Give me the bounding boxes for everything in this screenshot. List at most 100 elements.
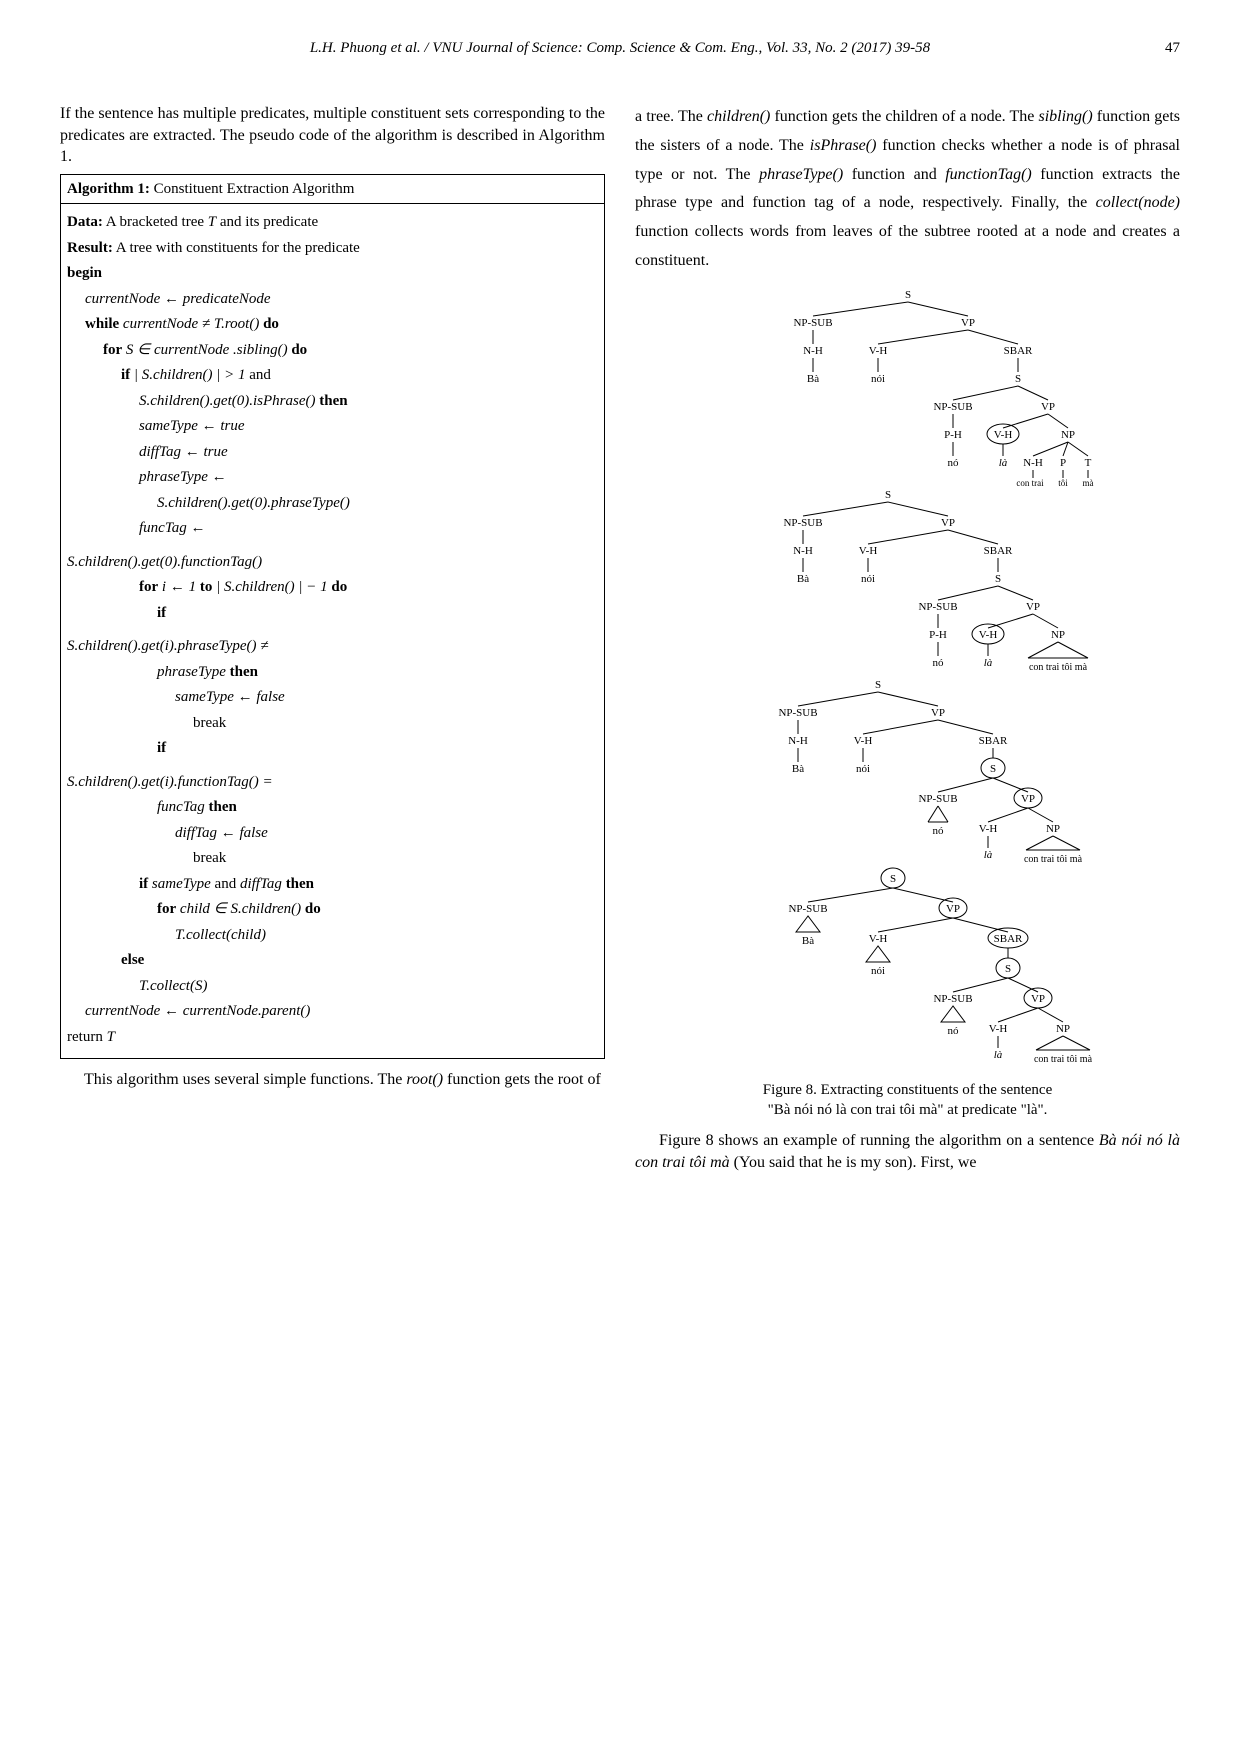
t4-sbar: SBAR [993, 933, 1022, 945]
header-citation: L.H. Phuong et al. / VNU Journal of Scie… [310, 40, 930, 56]
t4-s2: S [1004, 963, 1010, 975]
figcap-line2: "Bà nói nó là con trai tôi mà" at predic… [768, 1102, 1048, 1118]
t3-la: là [983, 849, 992, 861]
t1-p: P [1059, 457, 1065, 469]
algo-l12-for: for [139, 579, 158, 595]
t1-no: nó [947, 457, 959, 469]
collect-fn: collect(node) [1096, 194, 1180, 211]
t3-npsub2: NP-SUB [918, 793, 957, 805]
algo-l3-cond: S ∈ currentNode .sibling() [122, 342, 291, 358]
p2b: (You said that he is my son). First, we [730, 1154, 977, 1171]
t4-np: NP [1055, 1023, 1069, 1035]
t2-sbar: SBAR [983, 545, 1012, 557]
algo-l7: diffTag ← true [139, 444, 228, 460]
t1-vp: VP [960, 317, 974, 329]
t1-vh1: V-H [868, 345, 887, 357]
t3-no: nó [932, 825, 944, 837]
algo-result-text: A tree with constituents for the predica… [113, 240, 360, 256]
t2-ctm: con trai tôi mà [1028, 662, 1087, 673]
page-number: 47 [1165, 40, 1180, 57]
t3-ba: Bà [791, 763, 803, 775]
algo-l4-if: if [121, 367, 130, 383]
tree-2: S NP-SUB VP N-H Bà V-H nói SBAR S [718, 486, 1098, 676]
algo-l2-while: while [85, 316, 119, 332]
algo-l12-to: to [200, 579, 213, 595]
t4-npsub2: NP-SUB [933, 993, 972, 1005]
algo-l9: S.children().get(0).phraseType() [157, 495, 350, 511]
t1-npsub2: NP-SUB [933, 401, 972, 413]
algo-l3-for: for [103, 342, 122, 358]
t3-vp2: VP [1020, 793, 1034, 805]
algo-l12-cond2: | S.children() | − 1 [212, 579, 331, 595]
algo-l24-do: do [305, 901, 321, 917]
left-column: If the sentence has multiple predicates,… [60, 103, 605, 1175]
algo-l11: S.children().get(0).functionTag() [67, 554, 262, 570]
right-p2: Figure 8 shows an example of running the… [635, 1130, 1180, 1173]
right-column: a tree. The children() function gets the… [635, 103, 1180, 1175]
t4-la: là [993, 1049, 1002, 1061]
t2-no: nó [932, 657, 944, 669]
algo-l21: diffTag ← false [175, 825, 268, 841]
t2-npsub2: NP-SUB [918, 601, 957, 613]
page-header: L.H. Phuong et al. / VNU Journal of Scie… [60, 40, 1180, 63]
algo-l22: break [193, 850, 226, 866]
figure-8-caption: Figure 8. Extracting constituents of the… [635, 1080, 1180, 1121]
t2-s2: S [994, 573, 1000, 585]
algo-l24-for: for [157, 901, 176, 917]
algo-data-label: Data: [67, 214, 103, 230]
algo-l26-else: else [121, 952, 144, 968]
p1a: a tree. The [635, 108, 707, 125]
algo-l27: T.collect(S) [139, 978, 207, 994]
t1-ph: P-H [944, 429, 962, 441]
left-outro1: This algorithm uses several simple funct… [84, 1071, 406, 1088]
p1e: function and [843, 166, 945, 183]
t2-la: là [983, 657, 992, 669]
t3-vh: V-H [853, 735, 872, 747]
algo-l16: sameType ← false [175, 689, 285, 705]
algo-l15: phraseType [157, 664, 230, 680]
t3-s2: S [989, 763, 995, 775]
t1-sbar: SBAR [1003, 345, 1032, 357]
t4-vh2: V-H [988, 1023, 1007, 1035]
t2-vh2: V-H [978, 629, 997, 641]
algo-l19: S.children().get(i).functionTag() = [67, 774, 273, 790]
t1-toi: tôi [1058, 478, 1068, 486]
t4-S: S [889, 873, 895, 885]
left-intro: If the sentence has multiple predicates,… [60, 103, 605, 168]
functag-fn: functionTag() [945, 166, 1032, 183]
algo-l14: S.children().get(i).phraseType() ≠ [67, 638, 269, 654]
algo-l25: T.collect(child) [175, 927, 266, 943]
t1-S: S [904, 289, 910, 301]
sibling-fn: sibling() [1038, 108, 1092, 125]
t2-noi: nói [860, 573, 874, 585]
algo-l28: currentNode ← currentNode.parent() [85, 1003, 310, 1019]
children-fn: children() [707, 108, 770, 125]
t2-nh: N-H [793, 545, 813, 557]
t1-nh: N-H [803, 345, 823, 357]
algo-l8: phraseType ← [139, 469, 227, 485]
t2-np: NP [1050, 629, 1064, 641]
tree-3: S NP-SUB VP N-H Bà V-H nói SBAR S [718, 676, 1098, 866]
t1-t: T [1084, 457, 1091, 469]
algo-l20: funcTag [157, 799, 209, 815]
algo-l23-cond: sameType [148, 876, 214, 892]
t1-ma: mà [1082, 478, 1093, 486]
t3-np: NP [1045, 823, 1059, 835]
t4-ba: Bà [801, 935, 813, 947]
left-outro2: function gets the root of [443, 1071, 601, 1088]
algo-l12-do: do [331, 579, 347, 595]
t1-npsub: NP-SUB [793, 317, 832, 329]
p1g: function collects words from leaves of t… [635, 223, 1180, 269]
t4-ctm: con trai tôi mà [1033, 1054, 1092, 1065]
algo-title-prefix: Algorithm 1: [67, 181, 150, 197]
t3-nh: N-H [788, 735, 808, 747]
t2-vp2: VP [1025, 601, 1039, 613]
algo-l12-cond: i ← 1 [158, 579, 200, 595]
algorithm-body: Data: A bracketed tree T and its predica… [61, 204, 604, 1058]
t4-vp: VP [945, 903, 959, 915]
t2-ba: Bà [796, 573, 808, 585]
p2a: Figure 8 shows an example of running the… [659, 1132, 1099, 1149]
t1-s2: S [1014, 373, 1020, 385]
t1-la: là [998, 457, 1007, 469]
t3-vh2: V-H [978, 823, 997, 835]
